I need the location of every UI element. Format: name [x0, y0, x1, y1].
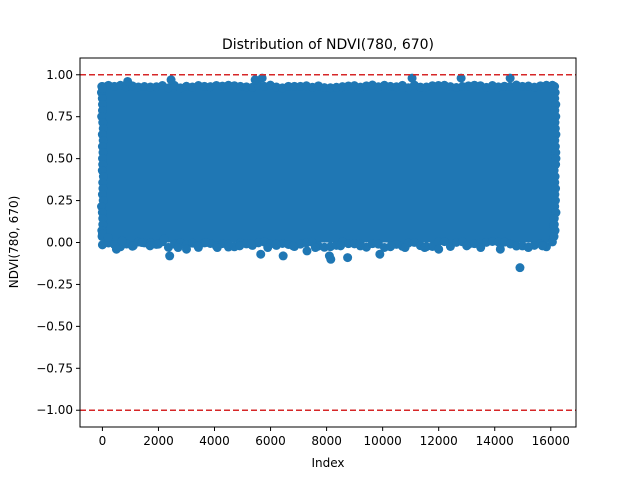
dense-band-fill: [102, 86, 555, 243]
x-tick-label: 12000: [420, 434, 458, 448]
x-tick-label: 8000: [311, 434, 342, 448]
data-point: [145, 241, 155, 251]
data-point: [201, 238, 211, 247]
data-point: [159, 234, 169, 244]
data-point: [537, 241, 547, 251]
data-point: [117, 236, 127, 246]
data-point: [111, 244, 121, 254]
data-point: [246, 239, 256, 249]
data-point: [193, 241, 203, 251]
data-point: [165, 251, 175, 261]
x-tick-label: 2000: [143, 434, 174, 448]
chart-title: Distribution of NDVI(780, 670): [222, 37, 434, 53]
x-axis-ticks: 0 2000 4000 6000 8000 10000 12000 14000 16000: [99, 427, 570, 448]
x-axis-label: Index: [311, 456, 344, 470]
y-tick-label: −0.25: [36, 277, 73, 291]
x-tick-label: 10000: [364, 434, 402, 448]
x-tick-label: 0: [99, 434, 107, 448]
data-point: [375, 249, 385, 259]
data-point: [336, 241, 346, 251]
y-axis-label: NDVI(780, 670): [7, 196, 21, 289]
data-point: [235, 241, 245, 251]
band-edge-marker: [439, 237, 449, 247]
data-point: [310, 243, 320, 253]
data-point: [302, 246, 312, 256]
data-point: [137, 238, 147, 247]
band-edge-marker: [549, 232, 559, 242]
reference-lines: [80, 74, 576, 411]
y-tick-label: 0.75: [46, 110, 73, 124]
data-point: [343, 253, 353, 263]
data-point: [173, 243, 183, 253]
data-point: [326, 254, 336, 264]
x-tick-label: 14000: [476, 434, 514, 448]
data-point: [407, 73, 417, 83]
data-point: [271, 239, 281, 249]
y-tick-label: 0.25: [46, 194, 73, 208]
y-axis-ticks: −1.00 −0.75 −0.50 −0.25 0.00 0.25 0.50 0.75 1.00: [36, 68, 80, 417]
data-point: [256, 249, 266, 259]
y-tick-label: 1.00: [46, 68, 73, 82]
data-point: [400, 243, 410, 253]
data-point: [128, 241, 138, 251]
data-point: [250, 75, 260, 85]
data-point: [263, 243, 273, 253]
data-point: [515, 263, 525, 273]
data-point: [462, 241, 472, 251]
y-tick-label: −0.75: [36, 361, 73, 375]
data-point: [224, 239, 234, 249]
data-point: [181, 244, 191, 254]
data-point: [456, 73, 466, 83]
scatter-points: [97, 73, 559, 273]
y-tick-label: 0.50: [46, 152, 73, 166]
data-point: [123, 76, 133, 86]
data-point: [103, 232, 113, 242]
data-point: [355, 239, 365, 249]
data-point: [523, 243, 533, 253]
data-point: [257, 73, 267, 83]
x-tick-label: 16000: [532, 434, 570, 448]
y-tick-label: 0.00: [46, 236, 73, 250]
data-point: [97, 83, 107, 93]
dense-point-band: [96, 80, 561, 252]
data-point: [212, 243, 222, 253]
data-point: [434, 244, 444, 254]
data-point: [549, 221, 559, 231]
x-tick-label: 6000: [255, 434, 286, 448]
data-point: [505, 73, 515, 83]
data-point: [288, 241, 298, 251]
data-point: [549, 83, 559, 93]
data-point: [278, 251, 288, 261]
data-point: [420, 243, 430, 253]
data-point: [476, 243, 486, 253]
x-tick-label: 4000: [199, 434, 230, 448]
data-point: [386, 241, 396, 251]
data-point: [166, 75, 176, 85]
data-point: [495, 244, 505, 254]
y-tick-label: −1.00: [36, 403, 73, 417]
y-tick-label: −0.50: [36, 319, 73, 333]
